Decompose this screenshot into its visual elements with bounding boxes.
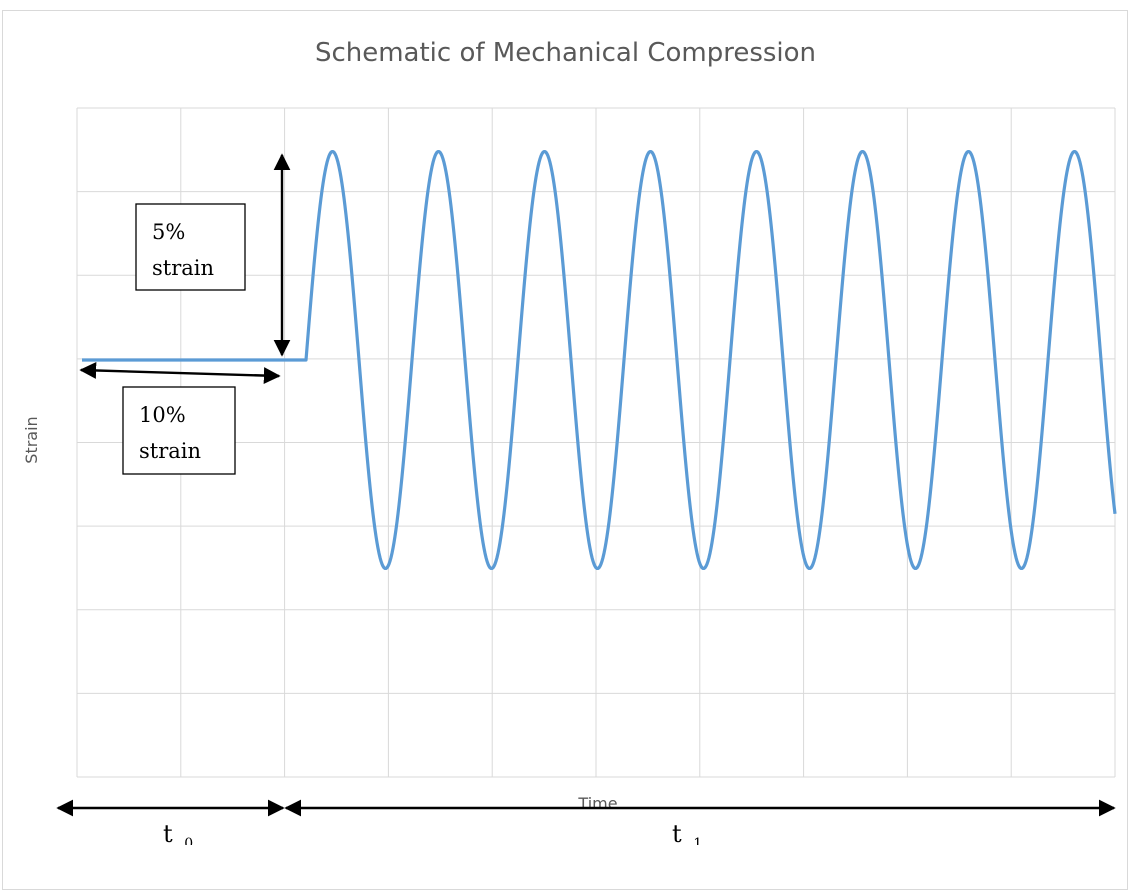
baseline-label-line1: 10% bbox=[139, 403, 186, 427]
amplitude-label-box bbox=[135, 203, 246, 291]
t1-letter: t bbox=[672, 820, 682, 845]
chart-svg: Time Strain 5% strain 10% strain t 0 t 1 bbox=[22, 107, 1117, 845]
amplitude-label-line2: strain bbox=[152, 256, 214, 280]
y-axis-label: Strain bbox=[22, 416, 41, 463]
gridlines bbox=[76, 107, 1116, 778]
t0-subscript: 0 bbox=[184, 836, 193, 845]
t0-label: t 0 bbox=[163, 820, 193, 845]
t1-label: t 1 bbox=[672, 820, 702, 845]
t0-letter: t bbox=[163, 820, 173, 845]
t1-subscript: 1 bbox=[693, 836, 702, 845]
baseline-arrow bbox=[79, 362, 281, 384]
baseline-label-box bbox=[122, 386, 236, 475]
amplitude-label-line1: 5% bbox=[152, 220, 185, 244]
x-axis-label: Time bbox=[577, 794, 617, 813]
strain-series-line bbox=[82, 149, 1117, 571]
baseline-label-line2: strain bbox=[139, 439, 201, 463]
chart-title: Schematic of Mechanical Compression bbox=[314, 38, 817, 68]
